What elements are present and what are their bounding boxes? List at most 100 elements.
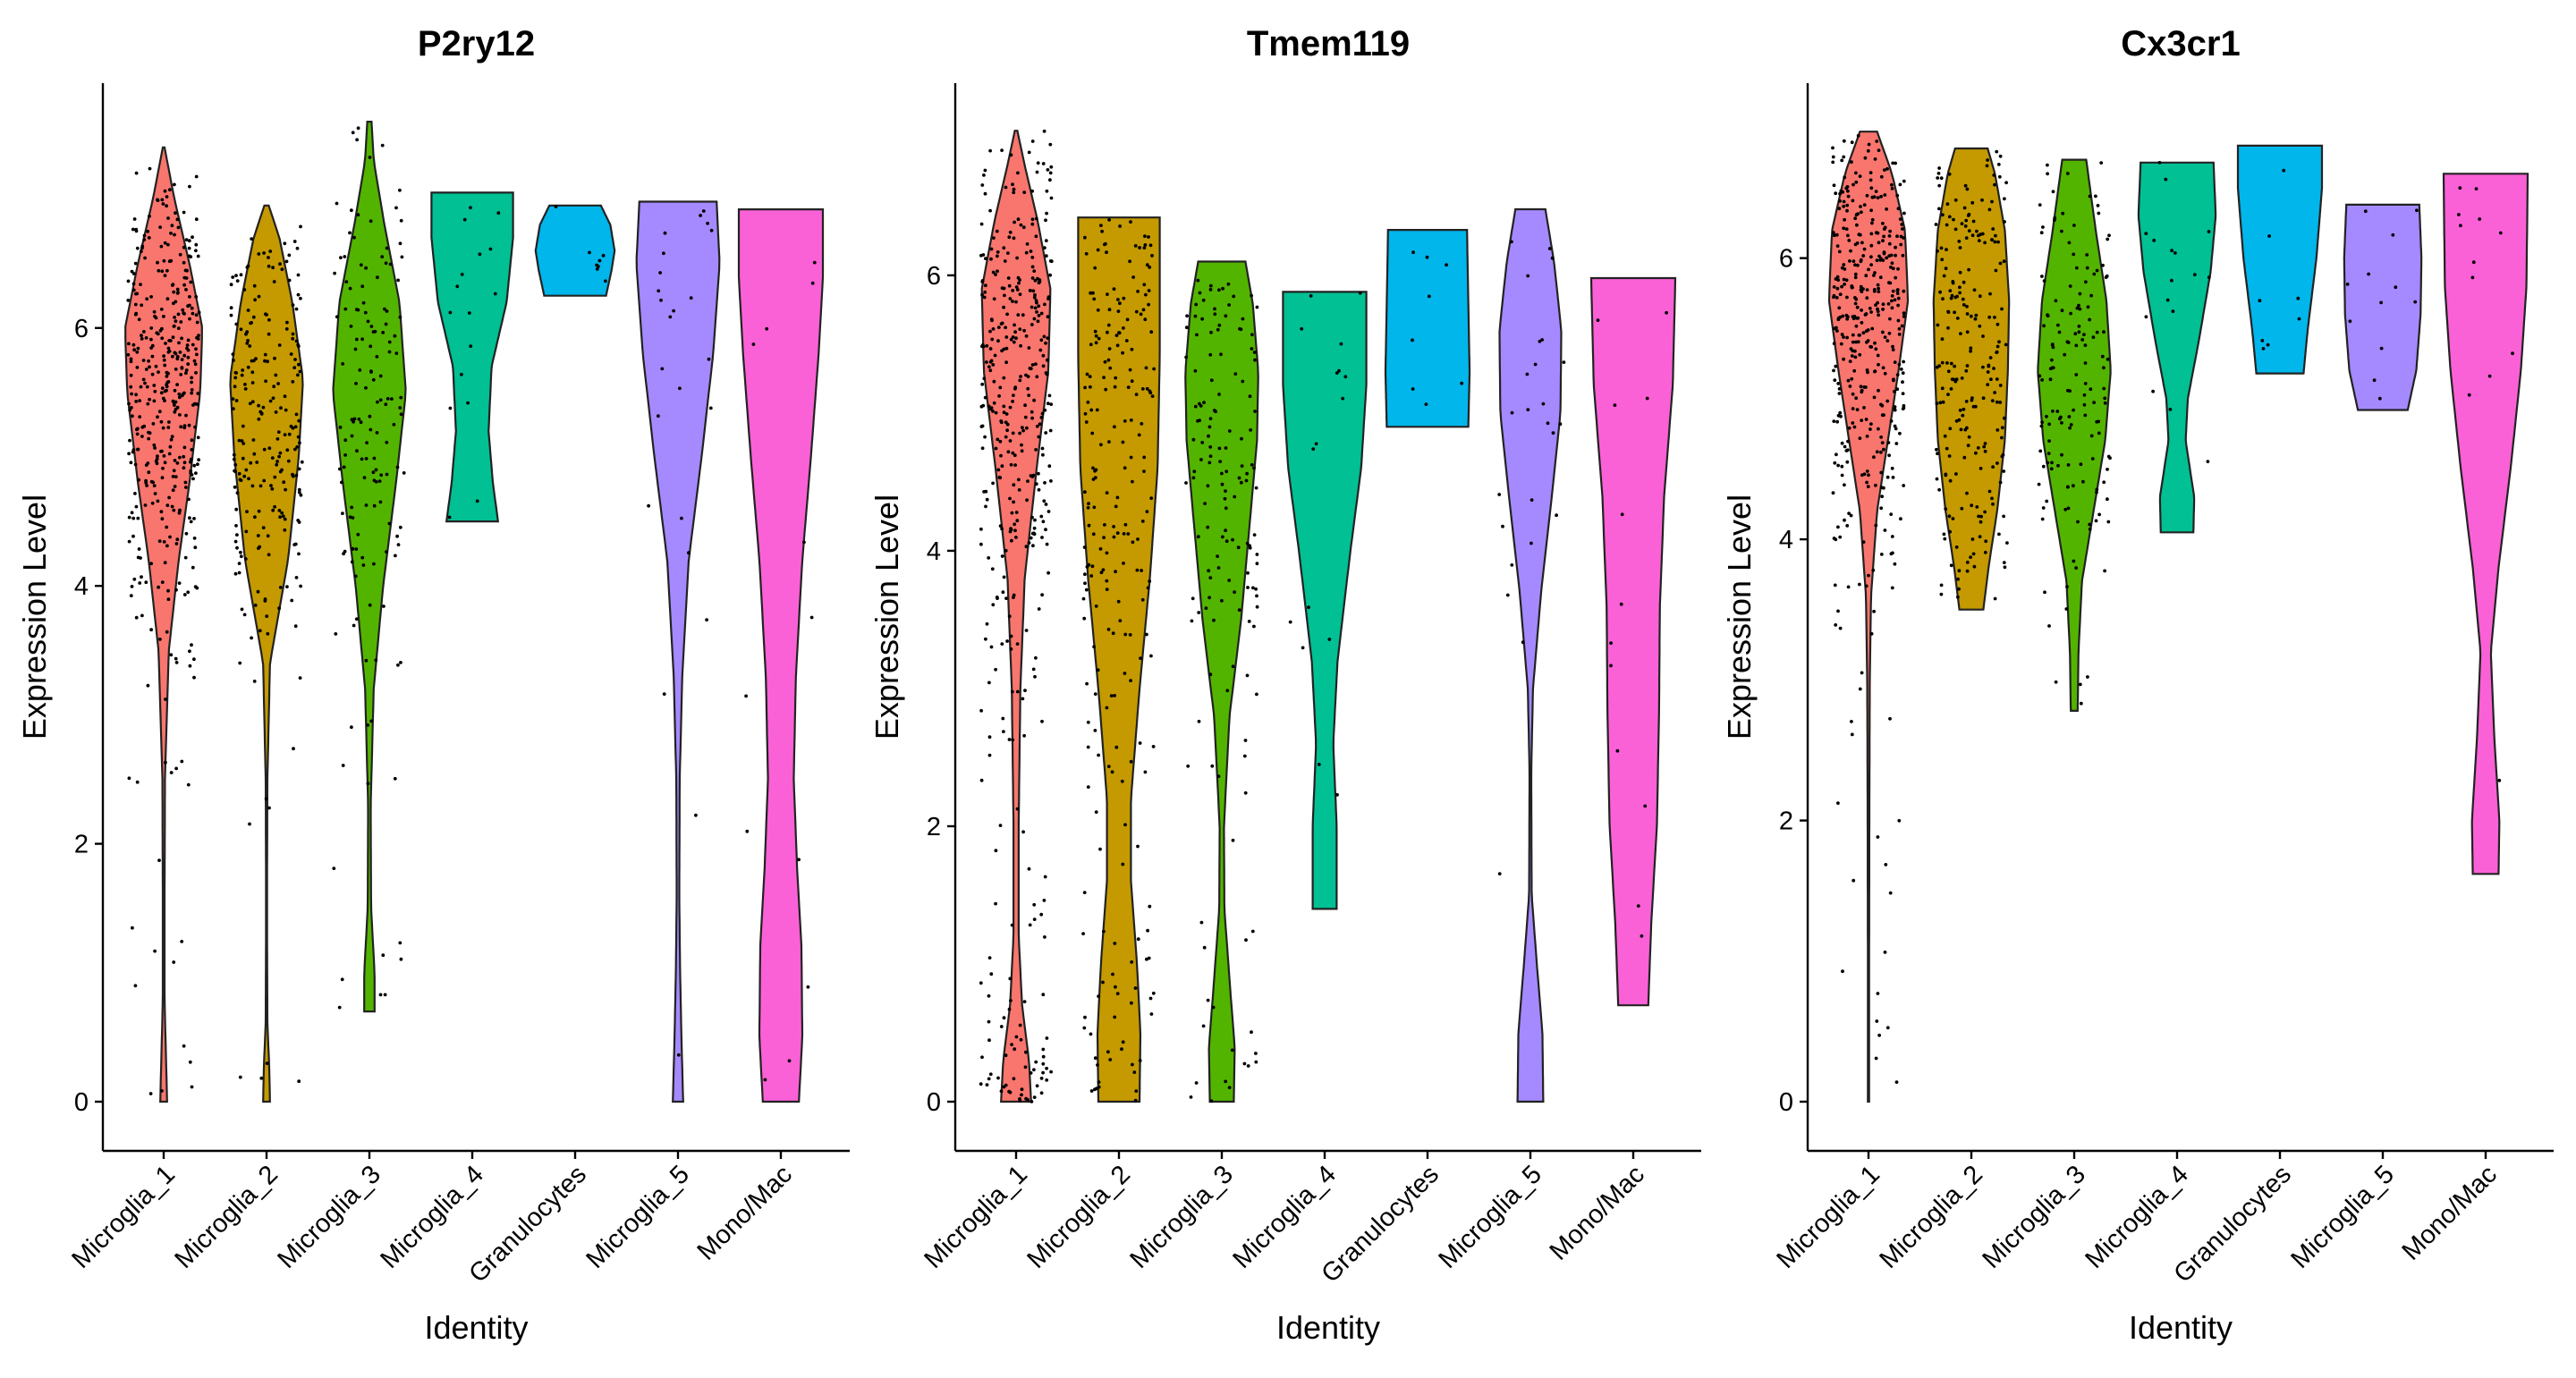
cell-point xyxy=(1221,535,1224,539)
cell-point xyxy=(142,330,146,334)
y-tick-label-p2ry12-0: 0 xyxy=(74,1088,89,1117)
cell-point xyxy=(296,435,301,439)
cell-point xyxy=(258,484,263,488)
cell-point xyxy=(1097,1085,1101,1089)
cell-point xyxy=(2060,452,2063,457)
cell-point xyxy=(1000,527,1004,531)
y-axis-title-p2ry12: Expression Level xyxy=(16,495,53,740)
cell-point xyxy=(1887,331,1892,335)
cell-point xyxy=(1087,502,1090,506)
cell-point xyxy=(991,481,995,486)
cell-point xyxy=(150,501,155,505)
cell-point xyxy=(1040,411,1045,416)
cell-point xyxy=(2046,461,2050,465)
cell-point xyxy=(2063,352,2067,357)
cell-point xyxy=(983,191,987,196)
cell-point xyxy=(1971,552,1976,556)
cell-point xyxy=(1899,242,1903,247)
cell-point xyxy=(141,359,146,362)
cell-point xyxy=(161,202,165,206)
cell-point xyxy=(984,637,987,641)
cell-point xyxy=(396,543,401,546)
cell-point xyxy=(1854,180,1859,184)
cell-point xyxy=(1902,311,1906,316)
cell-point xyxy=(156,260,159,265)
cell-point xyxy=(1882,234,1886,239)
cell-point xyxy=(2164,177,2168,182)
cell-point xyxy=(979,1082,983,1086)
cell-point xyxy=(1613,403,1617,407)
cell-point xyxy=(1024,545,1029,549)
cell-point xyxy=(2102,366,2106,370)
cell-point xyxy=(2083,361,2088,365)
cell-point xyxy=(1015,288,1020,292)
cell-point xyxy=(1947,514,1952,519)
cell-point xyxy=(1979,514,1984,519)
cell-point xyxy=(368,603,372,607)
cell-point xyxy=(2091,335,2096,339)
cell-point xyxy=(1530,541,1533,545)
cell-points-tmem119-microglia-4 xyxy=(1288,291,1362,797)
cell-point xyxy=(1016,217,1021,222)
cell-point xyxy=(1049,479,1053,483)
cell-point xyxy=(1994,268,1998,273)
cell-point xyxy=(1151,745,1156,748)
cell-point xyxy=(1834,191,1838,196)
cell-point xyxy=(390,397,394,401)
violin-tmem119-microglia-1 xyxy=(980,130,1052,1103)
cell-point xyxy=(979,778,984,782)
cell-point xyxy=(998,439,1003,444)
cell-point xyxy=(190,438,194,443)
cell-point xyxy=(133,302,138,307)
cell-point xyxy=(2094,519,2098,523)
cell-point xyxy=(1990,399,1995,402)
cell-point xyxy=(1218,460,1222,463)
cell-point xyxy=(383,307,386,311)
cell-point xyxy=(1889,419,1894,423)
cell-point xyxy=(140,613,144,618)
cell-point xyxy=(1893,562,1897,566)
cell-point xyxy=(806,985,810,989)
cell-point xyxy=(1021,830,1025,834)
cell-point xyxy=(1041,162,1046,165)
cell-point xyxy=(2084,280,2088,284)
cell-point xyxy=(1081,596,1086,601)
cell-point xyxy=(1840,158,1844,163)
cell-point xyxy=(1946,325,1950,330)
cell-point xyxy=(1879,486,1884,490)
cell-point xyxy=(1526,408,1530,411)
cell-point xyxy=(1643,804,1648,808)
cell-point xyxy=(2043,590,2046,595)
cell-point xyxy=(162,454,166,458)
cell-point xyxy=(1032,917,1037,921)
cell-point xyxy=(257,294,261,299)
cell-point xyxy=(2088,522,2092,527)
cell-point xyxy=(239,273,243,277)
cell-point xyxy=(1854,297,1859,301)
cell-point xyxy=(1896,318,1901,323)
cell-point xyxy=(242,474,247,478)
cell-point xyxy=(369,219,373,224)
cell-point xyxy=(235,545,239,550)
cell-point xyxy=(1875,450,1879,454)
cell-point xyxy=(1860,671,1864,675)
cell-point xyxy=(2099,161,2104,165)
cell-point xyxy=(1039,1091,1044,1095)
cell-point xyxy=(1084,251,1089,256)
cell-point xyxy=(1858,687,1862,691)
cell-point xyxy=(2105,274,2109,278)
x-axis-title-tmem119: Identity xyxy=(1276,1309,1380,1346)
cell-point xyxy=(1939,592,1944,596)
cell-point xyxy=(987,1077,991,1081)
cell-point xyxy=(1894,161,1898,165)
cell-point xyxy=(283,528,287,532)
cell-point xyxy=(171,399,175,403)
cell-point xyxy=(1937,166,1942,170)
cell-point xyxy=(197,458,201,462)
cell-point xyxy=(1017,478,1021,482)
cell-point xyxy=(1991,465,1996,469)
cell-point xyxy=(1185,314,1189,318)
cell-point xyxy=(2004,181,2009,185)
cell-point xyxy=(1893,298,1897,302)
cell-point xyxy=(376,275,379,280)
